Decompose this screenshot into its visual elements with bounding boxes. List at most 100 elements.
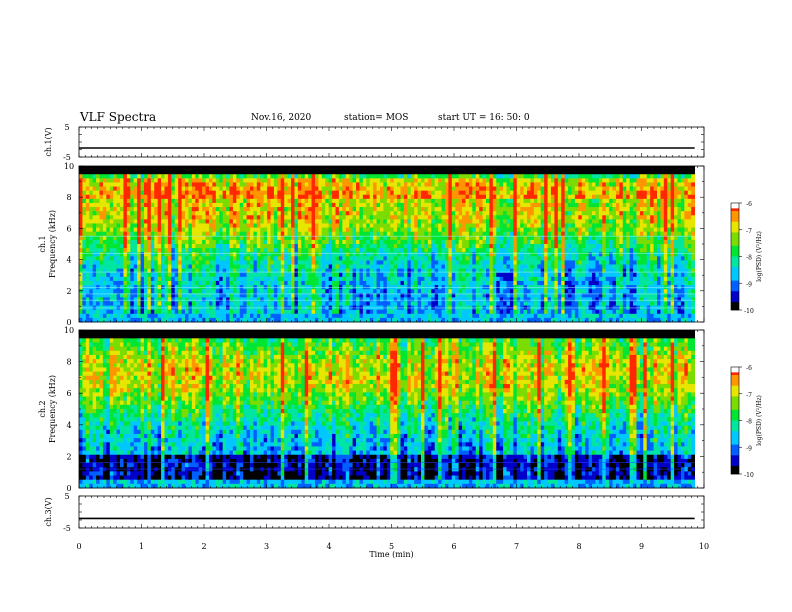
- spectrogram-cell: [325, 190, 330, 196]
- spectrogram-cell: [489, 309, 494, 315]
- spectrogram-cell: [338, 182, 343, 187]
- spectrogram-cell: [188, 289, 193, 294]
- spectrogram-cell: [126, 256, 131, 261]
- spectrogram-cell: [332, 215, 336, 220]
- spectrogram-cell: [79, 301, 83, 306]
- spectrogram-cell: [301, 301, 306, 306]
- spectrogram-cell: [492, 297, 497, 302]
- spectrogram-cell: [376, 260, 381, 265]
- spectrogram-cell: [236, 170, 241, 175]
- spectrogram-cell: [496, 285, 501, 290]
- spectrogram-cell: [143, 276, 148, 282]
- spectrogram-cell: [448, 194, 453, 200]
- spectrogram-cell: [414, 264, 418, 270]
- spectrogram-cell: [171, 219, 176, 224]
- spectrogram-cell: [424, 178, 429, 183]
- spectrogram-cell: [256, 227, 261, 233]
- spectrogram-cell: [304, 285, 309, 290]
- spectrogram-cell: [164, 248, 169, 253]
- spectrogram-cell: [431, 256, 436, 261]
- spectrogram-cell: [482, 182, 487, 187]
- spectrogram-cell: [489, 219, 494, 224]
- spectrogram-cell: [195, 317, 200, 323]
- spectrogram-cell: [318, 248, 323, 253]
- spectrogram-cell: [96, 227, 100, 233]
- spectrogram-cell: [126, 297, 131, 302]
- spectrogram-cell: [345, 293, 350, 298]
- spectrogram-cell: [161, 276, 165, 282]
- spectrogram-cell: [479, 301, 483, 306]
- spectrogram-cell: [400, 293, 405, 298]
- spectrogram-cell: [164, 285, 169, 290]
- spectrogram-cell: [444, 260, 449, 265]
- spectrogram-cell: [349, 289, 354, 294]
- spectrogram-cell: [297, 272, 302, 278]
- spectrogram-cell: [421, 297, 425, 302]
- spectrogram-cell: [239, 309, 244, 315]
- spectrogram-cell: [270, 215, 275, 220]
- spectrogram-cell: [321, 231, 326, 237]
- spectrogram-cell: [120, 215, 124, 220]
- spectrogram-cell: [284, 170, 289, 175]
- spectrogram-cell: [314, 244, 319, 249]
- spectrogram-cell: [287, 186, 292, 192]
- spectrogram-cell: [113, 186, 118, 192]
- spectrogram-cell: [287, 174, 292, 179]
- spectrogram-cell: [147, 276, 152, 282]
- spectrogram-cell: [431, 280, 436, 286]
- spectrogram-cell: [373, 166, 377, 171]
- spectrogram-cell: [359, 174, 364, 179]
- spectrogram-cell: [85, 268, 90, 274]
- spectrogram-cell: [92, 272, 97, 278]
- spectrogram-cell: [475, 223, 480, 228]
- spectrogram-cell: [250, 239, 254, 245]
- spectrogram-cell: [198, 264, 203, 270]
- spectrogram-cell: [503, 235, 507, 241]
- spectrogram-cell: [496, 248, 501, 253]
- spectrogram-cell: [376, 198, 381, 204]
- spectrogram-cell: [99, 276, 104, 282]
- spectrogram-cell: [390, 235, 395, 241]
- spectrogram-cell: [123, 219, 128, 224]
- spectrogram-cell: [297, 178, 302, 183]
- spectrogram-cell: [116, 244, 121, 249]
- spectrogram-cell: [462, 256, 466, 261]
- spectrogram-cell: [222, 293, 227, 298]
- spectrogram-cell: [345, 194, 350, 200]
- spectrogram-cell: [496, 309, 501, 315]
- spectrogram-cell: [294, 186, 299, 192]
- spectrogram-cell: [386, 244, 391, 249]
- spectrogram-cell: [328, 219, 333, 224]
- spectrogram-cell: [243, 293, 247, 298]
- spectrogram-cell: [349, 252, 354, 257]
- spectrogram-cell: [253, 248, 258, 253]
- spectrogram-cell: [468, 194, 473, 200]
- spectrogram-cell: [116, 256, 121, 261]
- spectrogram-cell: [499, 190, 504, 196]
- spectrogram-cell: [232, 202, 237, 208]
- spectrogram-cell: [140, 248, 145, 253]
- spectrogram-cell: [472, 190, 477, 196]
- spectrogram-cell: [376, 280, 381, 286]
- spectrogram-cell: [369, 244, 374, 249]
- spectrogram-cell: [291, 182, 295, 187]
- spectrogram-cell: [147, 186, 152, 192]
- spectrogram-cell: [475, 256, 480, 261]
- spectrogram-cell: [239, 272, 244, 278]
- spectrogram-cell: [273, 211, 278, 216]
- spectrogram-cell: [280, 186, 285, 192]
- spectrogram-cell: [267, 166, 271, 171]
- spectrogram-cell: [113, 280, 118, 286]
- spectrogram-cell: [462, 301, 466, 306]
- spectrogram-cell: [181, 190, 186, 196]
- spectrogram-cell: [253, 174, 258, 179]
- spectrogram-cell: [208, 264, 213, 270]
- spectrogram-cell: [284, 239, 289, 245]
- spectrogram-cell: [181, 280, 186, 286]
- spectrogram-cell: [99, 289, 104, 294]
- spectrogram-cell: [352, 207, 357, 212]
- spectrogram-cell: [126, 272, 131, 278]
- spectrogram-cell: [489, 198, 494, 204]
- spectrogram-cell: [154, 297, 159, 302]
- spectrogram-cell: [260, 248, 265, 253]
